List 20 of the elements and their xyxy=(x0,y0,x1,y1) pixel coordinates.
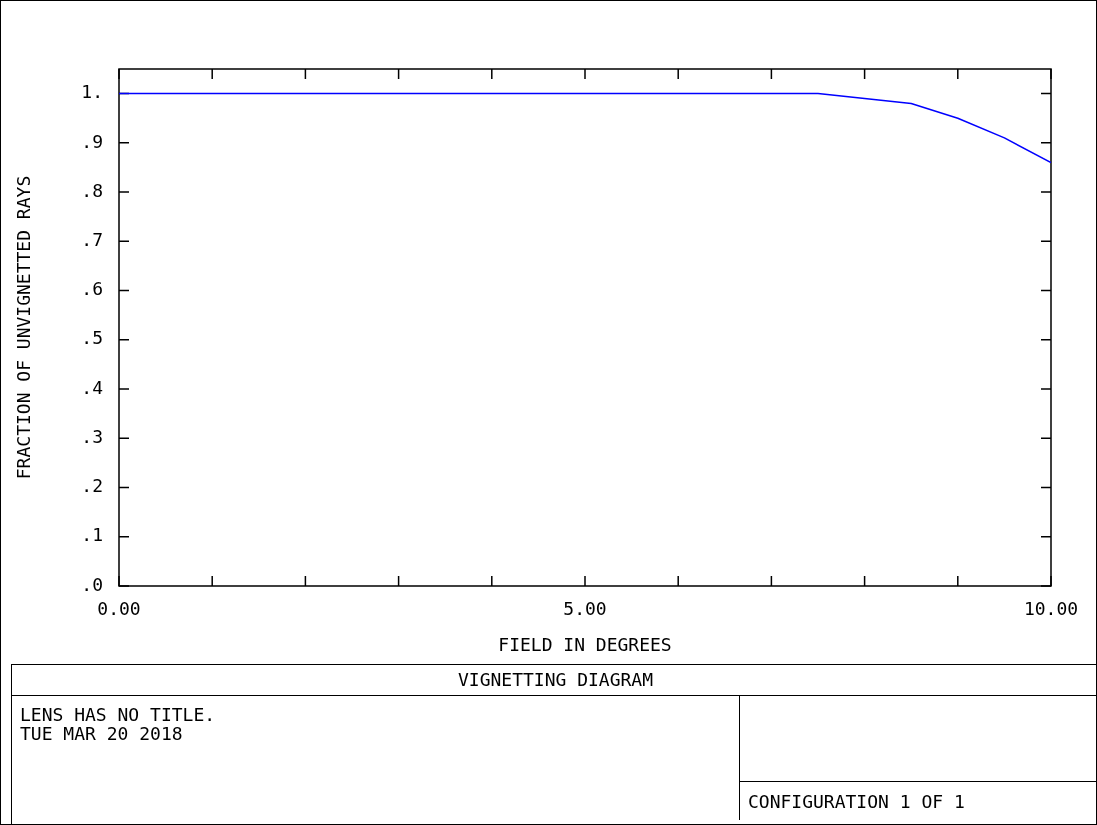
y-tick-label: .8 xyxy=(81,179,103,201)
y-tick-label: .5 xyxy=(81,327,103,349)
x-axis-title: FIELD IN DEGREES xyxy=(498,633,672,655)
y-axis-title: FRACTION OF UNVIGNETTED RAYS xyxy=(13,175,35,480)
y-tick-label: .4 xyxy=(81,376,103,398)
text: LENS HAS NO TITLE. xyxy=(20,704,216,725)
x-tick-label: 5.00 xyxy=(563,598,607,620)
y-tick-label: .0 xyxy=(81,573,103,595)
x-tick-label: 10.00 xyxy=(1023,598,1079,620)
text: CONFIGURATION 1 OF 1 xyxy=(740,781,1097,812)
text: TUE MAR 20 2018 xyxy=(20,723,183,744)
y-tick-label: 1. xyxy=(81,81,103,103)
y-tick-label: .3 xyxy=(81,425,103,447)
x-tick-label: 0.00 xyxy=(97,598,141,620)
y-tick-label: .1 xyxy=(81,524,103,546)
y-tick-label: .2 xyxy=(81,475,103,497)
text: VIGNETTING DIAGRAM xyxy=(12,665,1097,696)
y-tick-label: .7 xyxy=(81,229,103,251)
y-tick-label: .9 xyxy=(81,130,103,152)
y-tick-label: .6 xyxy=(81,278,103,300)
